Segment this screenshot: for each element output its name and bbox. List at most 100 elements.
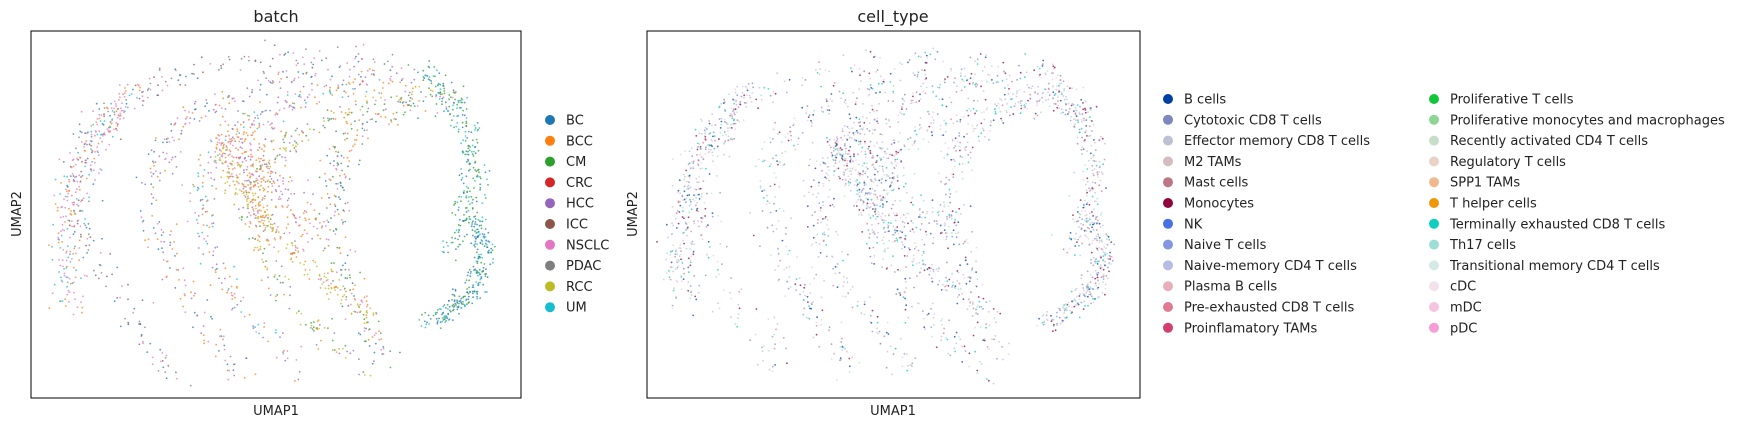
scatter-point [348, 75, 351, 78]
scatter-point [901, 247, 903, 250]
scatter-point [980, 132, 983, 135]
scatter-point [334, 145, 336, 148]
scatter-point [234, 124, 237, 127]
scatter-point [286, 76, 288, 78]
scatter-point [845, 147, 847, 150]
scatter-point [85, 161, 88, 164]
scatter-point [994, 112, 997, 115]
scatter-point [160, 360, 162, 363]
scatter-point [282, 120, 285, 123]
scatter-point [1074, 245, 1077, 247]
scatter-point [776, 323, 779, 325]
scatter-point [868, 236, 871, 239]
scatter-point [332, 112, 335, 114]
scatter-point [932, 119, 935, 122]
scatter-point [258, 220, 260, 223]
scatter-point [109, 121, 112, 123]
scatter-point [224, 139, 227, 142]
scatter-point [310, 322, 313, 324]
scatter-point [889, 345, 892, 347]
scatter-point [48, 307, 51, 309]
scatter-point [259, 248, 262, 250]
scatter-point [746, 94, 748, 97]
scatter-point [371, 69, 374, 72]
scatter-point [279, 174, 281, 177]
scatter-point [159, 348, 162, 351]
scatter-point [90, 140, 93, 143]
scatter-point [162, 251, 165, 254]
scatter-point [1079, 293, 1081, 295]
scatter-point [464, 140, 467, 142]
scatter-point [219, 124, 222, 126]
scatter-point [869, 255, 872, 258]
scatter-point [885, 200, 888, 203]
scatter-point [804, 79, 807, 81]
scatter-point [453, 204, 455, 206]
scatter-point [1111, 259, 1114, 262]
scatter-point [215, 343, 218, 346]
scatter-point [950, 101, 953, 104]
scatter-point [921, 216, 923, 219]
scatter-point [121, 285, 123, 288]
scatter-point [285, 247, 288, 250]
scatter-point [471, 302, 474, 305]
scatter-point [336, 246, 339, 249]
scatter-point [236, 193, 239, 195]
scatter-point [290, 105, 293, 108]
scatter-point [271, 122, 273, 125]
scatter-point [315, 218, 317, 221]
scatter-point [838, 175, 840, 178]
scatter-point [881, 148, 883, 151]
scatter-point [757, 107, 759, 110]
scatter-point [1047, 91, 1049, 94]
scatter-point [345, 120, 348, 123]
scatter-point [324, 172, 326, 175]
scatter-point [1080, 148, 1083, 151]
scatter-point [1090, 302, 1092, 305]
scatter-point [333, 262, 335, 264]
scatter-point [447, 319, 450, 321]
scatter-point [1008, 88, 1010, 90]
scatter-point [863, 70, 866, 73]
scatter-point [257, 157, 260, 160]
scatter-point [66, 186, 69, 188]
scatter-point [204, 211, 207, 213]
scatter-point [395, 95, 398, 98]
scatter-point [851, 356, 854, 359]
scatter-point [232, 168, 234, 170]
scatter-point [271, 80, 274, 82]
scatter-point [699, 146, 702, 148]
scatter-point [330, 110, 333, 112]
scatter-point [479, 186, 482, 189]
scatter-point [954, 285, 957, 287]
scatter-point [876, 154, 879, 157]
scatter-point [324, 180, 327, 182]
scatter-point [461, 113, 464, 116]
scatter-point [474, 223, 476, 225]
scatter-point [1096, 173, 1099, 176]
scatter-point [1063, 98, 1066, 101]
scatter-point [242, 183, 245, 186]
scatter-point [923, 326, 926, 329]
scatter-point [1071, 306, 1073, 309]
scatter-point [411, 98, 414, 100]
scatter-point [1091, 239, 1094, 242]
scatter-point [834, 159, 837, 162]
scatter-point [955, 236, 958, 239]
scatter-point [954, 160, 956, 163]
scatter-point [971, 301, 974, 304]
scatter-point [254, 60, 257, 62]
scatter-point [149, 342, 152, 345]
scatter-point [90, 145, 93, 147]
scatter-point [459, 99, 461, 102]
scatter-point [861, 231, 864, 233]
scatter-point [300, 96, 302, 99]
scatter-point [1100, 256, 1102, 259]
scatter-point [1088, 107, 1091, 109]
scatter-point [160, 240, 163, 243]
scatter-point [964, 146, 966, 149]
scatter-point [1095, 235, 1098, 238]
scatter-point [818, 202, 821, 205]
scatter-point [240, 190, 243, 193]
scatter-point [214, 355, 217, 358]
